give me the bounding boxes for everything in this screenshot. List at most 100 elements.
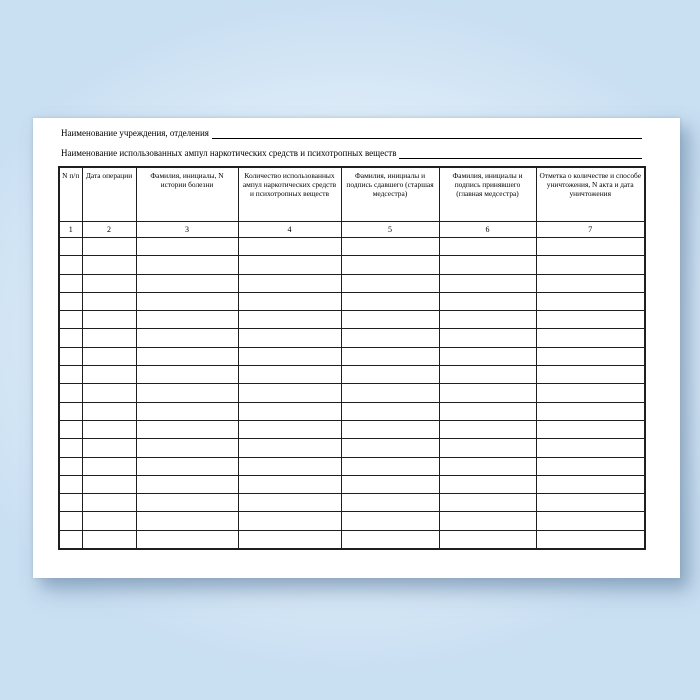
empty-cell: [81, 493, 137, 513]
table-body: [58, 236, 646, 550]
empty-cell: [81, 328, 137, 348]
table-row: [58, 401, 646, 421]
empty-cell: [438, 310, 537, 330]
empty-cell: [81, 346, 137, 367]
empty-cell: [535, 474, 646, 495]
empty-cell: [438, 291, 537, 312]
empty-cell: [340, 346, 440, 367]
empty-cell: [58, 401, 83, 421]
empty-cell: [237, 310, 342, 330]
header-cell-handed-over-by: Фамилия, инициалы и подпись сдавшего (ст…: [340, 166, 440, 222]
column-number: 5: [340, 221, 440, 238]
empty-cell: [81, 273, 137, 293]
empty-cell: [81, 255, 137, 275]
empty-cell: [135, 328, 239, 348]
empty-cell: [81, 419, 137, 440]
column-number: 6: [438, 221, 537, 238]
column-number-row: 1 2 3 4 5 6 7: [58, 221, 646, 238]
empty-cell: [58, 511, 83, 531]
empty-cell: [237, 328, 342, 348]
empty-cell: [81, 529, 137, 550]
empty-cell: [135, 511, 239, 531]
empty-cell: [237, 291, 342, 312]
empty-cell: [81, 236, 137, 257]
table-row: [58, 291, 646, 312]
empty-cell: [340, 236, 440, 257]
empty-cell: [237, 456, 342, 476]
table-row: [58, 456, 646, 476]
empty-cell: [438, 474, 537, 495]
empty-cell: [81, 456, 137, 476]
substance-label: Наименование использованных ампул наркот…: [61, 148, 397, 158]
empty-cell: [135, 236, 239, 257]
empty-cell: [438, 273, 537, 293]
empty-cell: [81, 365, 137, 385]
header-cell-operation-date: Дата операции: [81, 166, 137, 222]
header-cell-ampoule-quantity: Количество использованных ампул наркотич…: [237, 166, 342, 222]
table-row: [58, 328, 646, 348]
empty-cell: [340, 365, 440, 385]
empty-cell: [135, 401, 239, 421]
empty-cell: [58, 365, 83, 385]
empty-cell: [237, 383, 342, 403]
institution-label: Наименование учреждения, отделения: [61, 128, 209, 138]
empty-cell: [340, 419, 440, 440]
empty-cell: [81, 383, 137, 403]
empty-cell: [438, 438, 537, 458]
empty-cell: [340, 474, 440, 495]
empty-cell: [535, 255, 646, 275]
institution-blank-line: [211, 128, 642, 139]
column-number: 7: [535, 221, 646, 238]
empty-cell: [340, 273, 440, 293]
empty-cell: [135, 383, 239, 403]
empty-cell: [340, 383, 440, 403]
empty-cell: [237, 401, 342, 421]
empty-cell: [340, 401, 440, 421]
table-row: [58, 310, 646, 330]
empty-cell: [58, 255, 83, 275]
empty-cell: [438, 456, 537, 476]
empty-cell: [58, 346, 83, 367]
empty-cell: [81, 511, 137, 531]
empty-cell: [340, 438, 440, 458]
empty-cell: [135, 438, 239, 458]
table-row: [58, 346, 646, 367]
empty-cell: [237, 273, 342, 293]
empty-cell: [535, 346, 646, 367]
empty-cell: [535, 365, 646, 385]
empty-cell: [237, 236, 342, 257]
empty-cell: [535, 419, 646, 440]
table-row: [58, 236, 646, 257]
empty-cell: [58, 456, 83, 476]
empty-cell: [58, 383, 83, 403]
empty-cell: [535, 236, 646, 257]
empty-cell: [438, 529, 537, 550]
empty-cell: [135, 365, 239, 385]
empty-cell: [237, 255, 342, 275]
empty-cell: [58, 328, 83, 348]
empty-cell: [237, 493, 342, 513]
empty-cell: [58, 291, 83, 312]
empty-cell: [535, 456, 646, 476]
empty-cell: [81, 474, 137, 495]
header-row: N п/п Дата операции Фамилия, инициалы, N…: [58, 166, 646, 222]
table-row: [58, 474, 646, 495]
header-cell-npp: N п/п: [58, 166, 83, 222]
empty-cell: [237, 511, 342, 531]
empty-cell: [135, 273, 239, 293]
empty-cell: [340, 255, 440, 275]
empty-cell: [535, 529, 646, 550]
empty-cell: [58, 474, 83, 495]
empty-cell: [535, 273, 646, 293]
empty-cell: [58, 438, 83, 458]
empty-cell: [438, 383, 537, 403]
empty-cell: [535, 511, 646, 531]
empty-cell: [535, 493, 646, 513]
column-number: 2: [81, 221, 137, 238]
empty-cell: [340, 310, 440, 330]
empty-cell: [535, 383, 646, 403]
empty-cell: [135, 346, 239, 367]
table-row: [58, 255, 646, 275]
header-cell-patient-name: Фамилия, инициалы, N истории болезни: [135, 166, 239, 222]
